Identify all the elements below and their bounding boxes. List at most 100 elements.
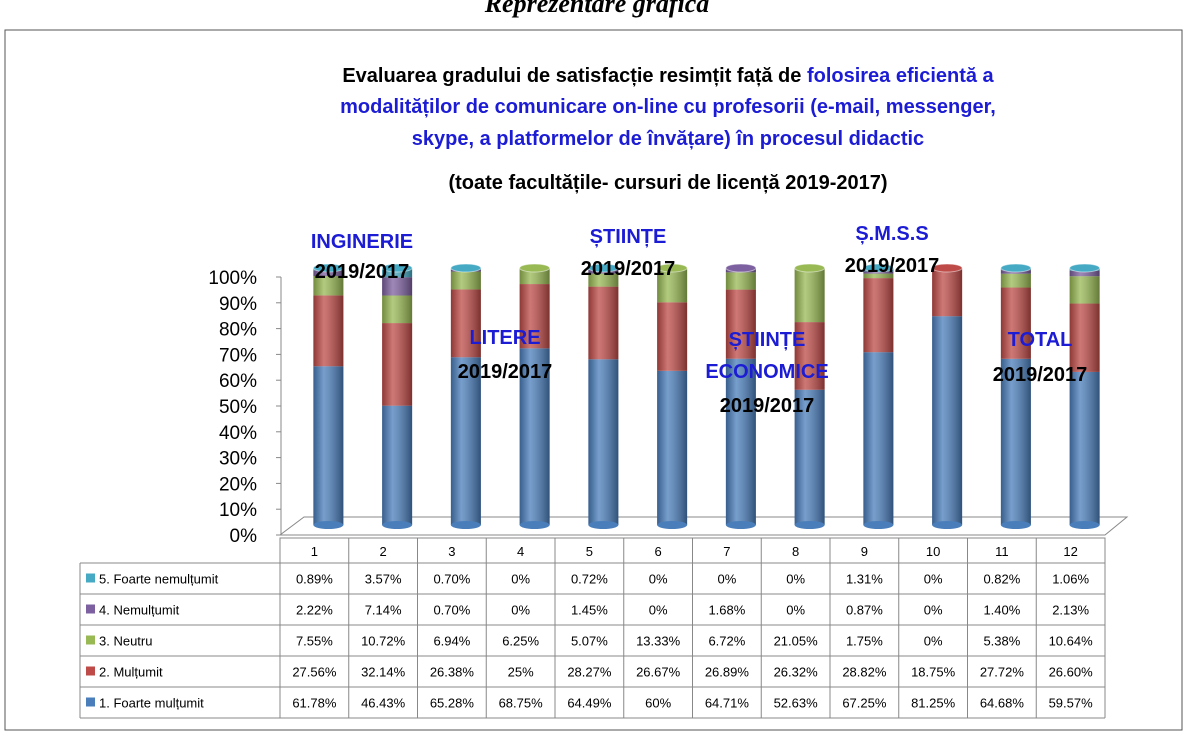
bar-shade [863, 352, 894, 525]
annotation-name: ȘTIINȚE [729, 329, 806, 351]
data-label: 0.70% [433, 603, 470, 618]
bar-bottom [725, 521, 756, 529]
y-tick-label: 20% [219, 474, 257, 495]
bar-top [1069, 263, 1101, 273]
data-label: 28.82% [842, 665, 887, 680]
bar-shade [313, 275, 344, 296]
bar-shade [519, 268, 550, 285]
bar-shade [313, 295, 344, 367]
title-part: Evaluarea gradului de satisfacție resimț… [342, 65, 807, 87]
bar-top [1000, 263, 1032, 273]
data-label: 64.49% [567, 696, 612, 711]
data-label: 7.55% [296, 634, 333, 649]
bar-bottom [794, 521, 825, 529]
data-label: 0% [649, 603, 668, 618]
bar-shade [1069, 270, 1100, 277]
bar-shade [382, 323, 413, 406]
bar-shade [657, 370, 688, 525]
data-label: 0% [511, 603, 530, 618]
data-label: 6.94% [433, 634, 470, 649]
bar-shade [1069, 371, 1100, 525]
data-label: 64.68% [980, 696, 1025, 711]
legend-label: 4. Nemulțumit [99, 603, 180, 618]
bar-shade [794, 322, 825, 390]
annotation-period: 2019/2017 [458, 361, 553, 383]
bar-shade [382, 268, 413, 278]
data-label: 0% [786, 603, 805, 618]
bar-shade [932, 316, 963, 525]
legend-swatch [86, 573, 95, 583]
bar-shade [794, 268, 825, 323]
y-tick-label: 100% [208, 268, 257, 289]
data-label: 1.31% [846, 572, 883, 587]
bar-shade [657, 268, 688, 303]
bar-shade [725, 358, 756, 525]
floor [278, 516, 1129, 536]
y-tick-label: 50% [219, 397, 257, 418]
legend-swatch [86, 635, 95, 645]
bar-shade [1000, 273, 1031, 288]
data-label: 0% [924, 634, 943, 649]
bar-top [725, 263, 757, 273]
data-label: 61.78% [292, 696, 337, 711]
bar-shade [863, 278, 894, 353]
data-label: 0.70% [433, 572, 470, 587]
data-label: 13.33% [636, 634, 681, 649]
bar-bottom [932, 521, 963, 529]
data-label: 25% [508, 665, 534, 680]
chart-title: modalităților de comunicare on-line cu p… [340, 96, 996, 118]
bar-bottom [313, 521, 344, 529]
y-tick-label: 10% [219, 500, 257, 521]
x-tick-label: 1 [311, 544, 318, 559]
bar-shade [657, 302, 688, 371]
annotation-period: 2019/2017 [720, 395, 815, 417]
x-tick-label: 2 [380, 544, 387, 559]
bar-shade [725, 272, 756, 290]
annotation-period: 2019/2017 [845, 255, 940, 277]
annotation-name: ȘTIINȚE [590, 226, 667, 248]
x-tick-label: 12 [1063, 544, 1077, 559]
chart-title: skype, a platformelor de învățare) în pr… [412, 128, 924, 150]
bar-shade [1069, 303, 1100, 372]
data-label: 67.25% [842, 696, 887, 711]
data-label: 21.05% [774, 634, 819, 649]
bar-top [931, 263, 963, 273]
legend-swatch [86, 666, 95, 676]
bar-top [519, 263, 551, 273]
bar-top [587, 263, 619, 273]
x-tick-label: 10 [926, 544, 940, 559]
data-label: 0% [924, 572, 943, 587]
data-label: 26.67% [636, 665, 681, 680]
x-tick-label: 4 [517, 544, 524, 559]
data-label: 81.25% [911, 696, 956, 711]
bar-shade [588, 273, 619, 287]
x-tick-label: 11 [995, 544, 1009, 559]
data-label: 0.87% [846, 603, 883, 618]
bar-shade [1069, 276, 1100, 304]
y-tick-label: 90% [219, 294, 257, 315]
data-label: 68.75% [499, 696, 544, 711]
data-label: 26.89% [705, 665, 750, 680]
data-label: 1.68% [708, 603, 745, 618]
data-label: 18.75% [911, 665, 956, 680]
bar-shade [588, 359, 619, 525]
data-label: 0% [649, 572, 668, 587]
bar-top [381, 263, 413, 273]
annotation-name: INGINERIE [311, 231, 413, 253]
bar-shade [382, 295, 413, 324]
data-label: 6.72% [708, 634, 745, 649]
data-label: 28.27% [567, 665, 612, 680]
data-label: 5.38% [983, 634, 1020, 649]
bar-shade [382, 405, 413, 525]
data-label: 3.57% [365, 572, 402, 587]
annotation-name: TOTAL [1008, 329, 1073, 351]
bar-bottom [382, 521, 413, 529]
data-label: 7.14% [365, 603, 402, 618]
bar-shade [1000, 358, 1031, 525]
data-label: 1.06% [1052, 572, 1089, 587]
bar-shade [932, 268, 963, 317]
data-label: 0% [786, 572, 805, 587]
legend-label: 2. Mulțumit [99, 665, 163, 680]
data-label: 46.43% [361, 696, 406, 711]
